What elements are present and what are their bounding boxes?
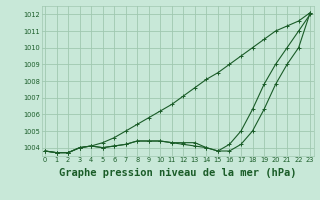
X-axis label: Graphe pression niveau de la mer (hPa): Graphe pression niveau de la mer (hPa) bbox=[59, 168, 296, 178]
